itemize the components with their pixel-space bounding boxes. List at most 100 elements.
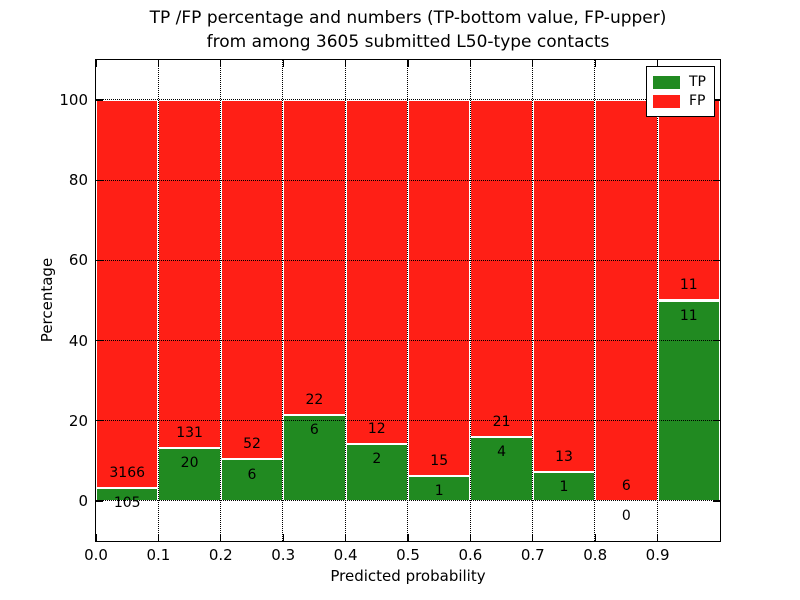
bar-fp-segment	[595, 100, 658, 501]
x-tick	[95, 534, 97, 541]
bar-fp-segment	[158, 100, 221, 448]
y-tick	[713, 179, 720, 181]
x-tick-label: 0.5	[396, 546, 420, 564]
y-tick	[96, 500, 103, 502]
bar-tp-segment	[283, 415, 346, 501]
bar-fp-count-label: 22	[305, 391, 324, 408]
y-tick-label: 100	[59, 91, 88, 110]
bar-tp-count-label: 11	[679, 307, 698, 324]
x-tick	[407, 60, 409, 67]
grid-line-v	[532, 60, 534, 541]
bar-tp-count-label: 1	[559, 479, 569, 496]
x-tick	[532, 60, 534, 67]
x-tick-label: 0.7	[520, 546, 545, 564]
x-tick-label: 0.0	[84, 546, 108, 564]
bar-fp-count-label: 3166	[109, 465, 146, 482]
bar-fp-count-label: 6	[621, 477, 631, 494]
y-tick-label: 20	[68, 411, 88, 430]
x-tick	[469, 534, 472, 541]
bar-fp-count-label: 131	[176, 424, 203, 441]
bar-tp-segment	[657, 300, 720, 501]
bar-fp-segment	[470, 100, 533, 437]
x-tick	[344, 534, 347, 541]
grid-line-v	[656, 60, 658, 541]
bar-fp-segment	[96, 100, 159, 489]
y-tick	[96, 99, 103, 101]
grid-line-v	[157, 60, 159, 541]
plot-area: 3166 105 131 20 52 6 22 6 12 2 15 1 21 4 13 1 6 0 11 11	[95, 59, 721, 542]
legend-swatch-fp	[653, 95, 680, 108]
legend-entry-tp: TP	[653, 74, 708, 91]
x-tick	[157, 534, 160, 541]
legend-label-tp: TP	[689, 74, 706, 90]
grid-line-v	[282, 60, 284, 541]
x-tick	[532, 534, 534, 541]
y-tick	[96, 339, 103, 342]
bar-fp-segment	[657, 100, 720, 301]
y-tick-label: 80	[68, 171, 88, 190]
y-tick	[713, 339, 720, 342]
bar-fp-segment	[532, 100, 596, 473]
x-tick	[656, 534, 659, 541]
chart-title-line2: from among 3605 submitted L50-type conta…	[206, 32, 610, 52]
bar-fp-count-label: 15	[430, 452, 449, 469]
legend-swatch-tp	[653, 76, 680, 89]
x-tick-label: 0.9	[645, 546, 670, 564]
grid-line-v	[220, 60, 222, 541]
grid-line-v	[469, 60, 471, 541]
x-axis-label: Predicted probability	[330, 567, 486, 585]
bar-fp-segment	[220, 100, 284, 460]
bar-tp-count-label: 2	[372, 450, 382, 467]
x-tick	[594, 534, 596, 541]
y-tick	[96, 259, 103, 262]
y-tick	[96, 179, 103, 181]
chart-title: TP /FP percentage and numbers (TP-bottom…	[150, 6, 667, 54]
x-tick-label: 0.3	[271, 546, 296, 564]
bar-tp-count-label: 6	[247, 466, 257, 483]
x-tick-label: 0.4	[333, 546, 358, 564]
y-tick-label: 40	[68, 331, 88, 350]
legend-entry-fp: FP	[653, 93, 708, 110]
bar-tp-segment	[345, 443, 408, 501]
y-tick	[713, 420, 720, 422]
bar-tp-segment	[158, 447, 221, 501]
bar-tp-count-label: 4	[497, 443, 507, 460]
y-tick-label: 60	[68, 251, 88, 270]
bar-tp-count-label: 20	[180, 454, 199, 471]
x-tick	[282, 534, 284, 541]
y-tick-label: 0	[78, 491, 88, 510]
grid-line-v	[344, 60, 346, 541]
x-tick-label: 0.1	[146, 546, 171, 564]
x-tick	[220, 534, 222, 541]
x-tick-label: 0.6	[458, 546, 483, 564]
x-tick	[95, 60, 97, 67]
y-tick	[713, 259, 720, 262]
x-tick	[282, 60, 284, 67]
bar-fp-segment	[345, 100, 408, 444]
legend-label-fp: FP	[689, 93, 706, 109]
bar-fp-count-label: 11	[679, 277, 698, 294]
y-axis-label: Percentage	[38, 257, 56, 343]
bar-fp-segment	[408, 100, 471, 476]
legend: TP FP	[646, 66, 715, 117]
x-tick	[407, 534, 409, 541]
x-tick	[469, 60, 472, 67]
x-tick	[656, 60, 659, 67]
x-tick	[344, 60, 347, 67]
grid-line-v	[407, 60, 409, 541]
y-tick	[96, 420, 103, 422]
bar-tp-segment	[408, 475, 471, 501]
y-tick	[713, 500, 720, 502]
bar-tp-count-label: 6	[309, 422, 319, 439]
bar-fp-count-label: 13	[555, 449, 573, 466]
x-tick-label: 0.8	[583, 546, 608, 564]
x-tick	[220, 60, 222, 67]
x-tick	[594, 60, 596, 67]
y-tick	[713, 99, 720, 101]
bar-tp-count-label: 1	[434, 482, 444, 499]
grid-line-v	[594, 60, 596, 541]
bar-fp-segment	[283, 100, 346, 415]
bar-fp-count-label: 21	[492, 413, 511, 430]
bar-fp-count-label: 52	[243, 436, 261, 453]
